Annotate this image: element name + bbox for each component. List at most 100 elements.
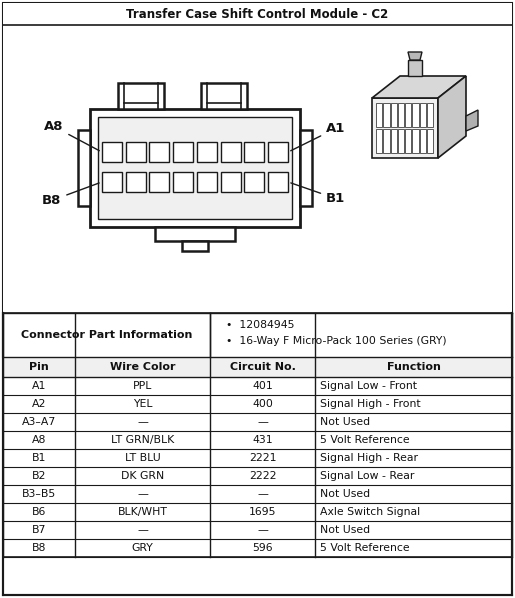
Polygon shape bbox=[408, 52, 422, 60]
Bar bbox=[420, 103, 426, 127]
Polygon shape bbox=[372, 98, 438, 158]
Text: —: — bbox=[137, 525, 148, 535]
Bar bbox=[3, 3, 512, 25]
Bar bbox=[427, 103, 433, 127]
Text: A2: A2 bbox=[32, 399, 46, 409]
Text: —: — bbox=[257, 489, 268, 499]
Text: Not Used: Not Used bbox=[320, 525, 370, 535]
Text: A1: A1 bbox=[290, 122, 346, 151]
Text: —: — bbox=[137, 489, 148, 499]
Bar bbox=[427, 129, 433, 153]
Text: B8: B8 bbox=[32, 543, 46, 553]
Text: PPL: PPL bbox=[133, 381, 152, 391]
Bar bbox=[245, 172, 264, 192]
Polygon shape bbox=[372, 76, 466, 98]
Text: 431: 431 bbox=[252, 435, 273, 445]
Bar bbox=[149, 142, 169, 162]
Text: A8: A8 bbox=[44, 120, 99, 151]
Text: Connector Part Information: Connector Part Information bbox=[21, 330, 192, 340]
Bar bbox=[412, 103, 419, 127]
Text: A1: A1 bbox=[32, 381, 46, 391]
Bar bbox=[383, 129, 389, 153]
Bar bbox=[268, 142, 288, 162]
Polygon shape bbox=[438, 76, 466, 158]
Text: 5 Volt Reference: 5 Volt Reference bbox=[320, 543, 409, 553]
Bar bbox=[149, 172, 169, 192]
Text: Signal Low - Front: Signal Low - Front bbox=[320, 381, 417, 391]
Bar bbox=[383, 103, 389, 127]
Bar bbox=[126, 172, 146, 192]
Text: B3–B5: B3–B5 bbox=[22, 489, 56, 499]
Bar bbox=[220, 172, 241, 192]
Text: DK GRN: DK GRN bbox=[121, 471, 164, 481]
Bar bbox=[102, 172, 122, 192]
Text: 2222: 2222 bbox=[249, 471, 276, 481]
Text: B7: B7 bbox=[32, 525, 46, 535]
Text: Transfer Case Shift Control Module - C2: Transfer Case Shift Control Module - C2 bbox=[126, 8, 388, 20]
Text: Function: Function bbox=[387, 362, 440, 372]
Bar bbox=[197, 142, 217, 162]
Text: Signal High - Rear: Signal High - Rear bbox=[320, 453, 418, 463]
Bar bbox=[405, 103, 411, 127]
Bar bbox=[98, 117, 292, 219]
Text: B6: B6 bbox=[32, 507, 46, 517]
Text: 401: 401 bbox=[252, 381, 273, 391]
Text: Wire Color: Wire Color bbox=[110, 362, 175, 372]
Bar bbox=[118, 83, 164, 109]
Bar bbox=[197, 172, 217, 192]
Text: —: — bbox=[257, 525, 268, 535]
Text: 400: 400 bbox=[252, 399, 273, 409]
Text: A3–A7: A3–A7 bbox=[22, 417, 56, 427]
Bar bbox=[390, 129, 397, 153]
Text: BLK/WHT: BLK/WHT bbox=[117, 507, 167, 517]
Text: Circuit No.: Circuit No. bbox=[230, 362, 296, 372]
Text: GRY: GRY bbox=[132, 543, 153, 553]
Text: —: — bbox=[257, 417, 268, 427]
Bar bbox=[182, 241, 208, 251]
Bar bbox=[3, 25, 512, 313]
Bar bbox=[173, 172, 193, 192]
Text: Pin: Pin bbox=[29, 362, 49, 372]
Polygon shape bbox=[408, 60, 422, 76]
Text: Not Used: Not Used bbox=[320, 489, 370, 499]
Bar bbox=[220, 142, 241, 162]
Bar bbox=[201, 83, 247, 109]
Bar bbox=[173, 142, 193, 162]
Bar bbox=[376, 103, 382, 127]
Text: B8: B8 bbox=[42, 183, 99, 207]
Text: B1: B1 bbox=[291, 183, 345, 205]
Bar bbox=[155, 227, 235, 241]
Bar bbox=[78, 130, 90, 206]
Bar bbox=[398, 103, 404, 127]
Bar bbox=[268, 172, 288, 192]
Text: 5 Volt Reference: 5 Volt Reference bbox=[320, 435, 409, 445]
Text: 1695: 1695 bbox=[249, 507, 276, 517]
Text: —: — bbox=[137, 417, 148, 427]
Bar bbox=[412, 129, 419, 153]
Text: B1: B1 bbox=[32, 453, 46, 463]
Bar bbox=[390, 103, 397, 127]
Text: YEL: YEL bbox=[133, 399, 152, 409]
Bar bbox=[126, 142, 146, 162]
Bar bbox=[102, 142, 122, 162]
Text: Not Used: Not Used bbox=[320, 417, 370, 427]
Text: A8: A8 bbox=[32, 435, 46, 445]
Bar bbox=[398, 129, 404, 153]
Bar bbox=[300, 130, 312, 206]
Text: B2: B2 bbox=[32, 471, 46, 481]
Text: •  12084945: • 12084945 bbox=[226, 320, 295, 330]
Bar bbox=[90, 109, 300, 227]
Bar bbox=[420, 129, 426, 153]
Bar bbox=[3, 357, 512, 377]
Text: Signal High - Front: Signal High - Front bbox=[320, 399, 421, 409]
Bar bbox=[376, 129, 382, 153]
Text: LT GRN/BLK: LT GRN/BLK bbox=[111, 435, 174, 445]
Text: LT BLU: LT BLU bbox=[125, 453, 160, 463]
Bar bbox=[245, 142, 264, 162]
Text: 596: 596 bbox=[252, 543, 273, 553]
Text: Signal Low - Rear: Signal Low - Rear bbox=[320, 471, 415, 481]
Text: Axle Switch Signal: Axle Switch Signal bbox=[320, 507, 420, 517]
Polygon shape bbox=[466, 110, 478, 131]
Text: 2221: 2221 bbox=[249, 453, 276, 463]
Text: •  16-Way F Micro-Pack 100 Series (GRY): • 16-Way F Micro-Pack 100 Series (GRY) bbox=[226, 336, 447, 346]
